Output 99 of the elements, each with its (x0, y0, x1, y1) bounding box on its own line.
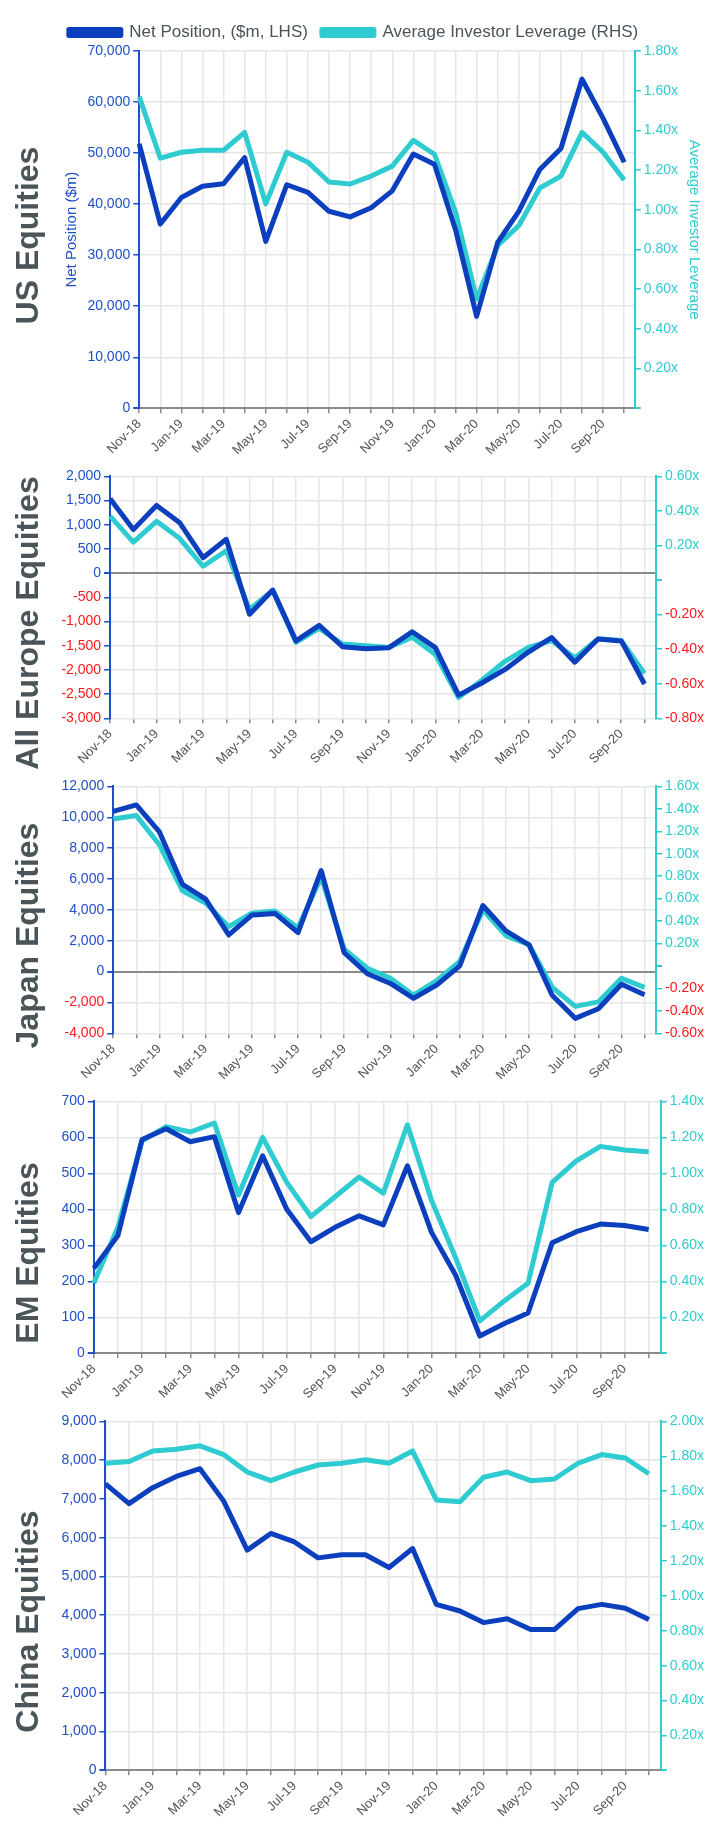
y-tick-label: 600 (61, 1128, 85, 1145)
y2-tick-label: 1.20x (665, 822, 700, 839)
y2-tick-label: 1.20x (643, 160, 678, 177)
text: US Equities (9, 146, 46, 325)
text: EM Equities (9, 1162, 46, 1344)
y2-tick-label: 1.40x (643, 121, 678, 138)
y2-tick-label: 2.00x (669, 1412, 704, 1429)
y-tick-label: 300 (61, 1236, 85, 1253)
y-tick-label: 50,000 (87, 143, 131, 160)
y2-tick-label: 1.40x (669, 1092, 704, 1109)
y-tick-label: 8,000 (61, 1451, 97, 1468)
y2-tick-label: 0.40x (669, 1691, 704, 1708)
y-tick-label: 400 (61, 1200, 85, 1217)
y2-tick-label: 0.80x (669, 1200, 704, 1217)
y-tick-label: 7,000 (61, 1489, 97, 1506)
y-tick-label: -1,500 (61, 636, 102, 653)
y-tick-label: 6,000 (69, 869, 105, 886)
legend-label: Net Position, ($m, LHS) (129, 22, 308, 42)
y2-tick-label: 0.20x (665, 536, 700, 553)
y2-tick-label: 0.20x (669, 1726, 704, 1743)
y-tick-label: 0 (122, 399, 131, 416)
y-tick-label: -2,000 (64, 993, 105, 1010)
y-tick-label: -3,000 (61, 709, 102, 726)
y2-axis-title: Average Investor Leverage (686, 139, 704, 320)
y-tick-label: 10,000 (61, 808, 105, 825)
y2-tick-label: 1.80x (643, 41, 678, 58)
y-tick-label: 1,000 (66, 515, 102, 532)
y-tick-label: 0 (96, 962, 105, 979)
y2-tick-label: 0.40x (669, 1272, 704, 1289)
y-tick-label: 2,000 (66, 467, 102, 484)
y-tick-label: 40,000 (87, 195, 131, 211)
y-tick-label: 3,000 (61, 1644, 97, 1661)
y-tick-label: -4,000 (64, 1024, 105, 1041)
y2-tick-label: 1.00x (643, 200, 678, 217)
y2-tick-label: -0.20x (665, 979, 705, 996)
y2-tick-label: 0.60x (669, 1236, 704, 1253)
y-tick-label: 200 (61, 1272, 85, 1289)
y2-tick-label: 0.40x (665, 911, 700, 928)
y-tick-label: 4,000 (69, 900, 105, 917)
y2-tick-label: 0.60x (665, 467, 700, 484)
y-tick-label: 0 (76, 1344, 85, 1361)
y-tick-label: 1,000 (61, 1722, 97, 1739)
text: China Equities (9, 1510, 46, 1733)
y2-tick-label: 0.80x (643, 240, 678, 257)
y-tick-label: 700 (61, 1092, 85, 1109)
y2-tick-label: 0.60x (643, 280, 678, 297)
y2-tick-label: 0.20x (643, 359, 678, 376)
y2-tick-label: 0.80x (665, 867, 700, 884)
y2-tick-label: 1.00x (669, 1586, 704, 1603)
y2-tick-label: 0.20x (669, 1308, 704, 1325)
y-tick-label: 0 (93, 564, 102, 581)
y2-tick-label: 1.40x (665, 799, 700, 816)
y-tick-label: -2,000 (61, 660, 102, 677)
y2-tick-label: -0.40x (665, 1001, 705, 1018)
y-tick-label: -2,500 (61, 684, 102, 701)
y2-tick-label: 1.20x (669, 1551, 704, 1568)
y2-tick-label: 0.60x (665, 889, 700, 906)
y-tick-label: 70,000 (87, 41, 131, 58)
y2-tick-label: 1.60x (665, 777, 700, 794)
y-tick-label: 1,500 (66, 491, 102, 508)
y2-tick-label: -0.20x (665, 605, 705, 622)
y-tick-label: 2,000 (69, 931, 105, 948)
y2-tick-label: 1.60x (643, 81, 678, 98)
y-tick-label: 6,000 (61, 1528, 97, 1545)
y2-tick-label: 1.20x (669, 1128, 704, 1145)
y-tick-label: -500 (73, 588, 102, 605)
y-tick-label: 500 (61, 1164, 85, 1181)
y2-tick-label: 0.40x (665, 501, 700, 518)
y-tick-label: 20,000 (87, 297, 131, 314)
y2-tick-label: 1.80x (669, 1447, 704, 1464)
y2-tick-label: -0.60x (665, 1024, 705, 1041)
y-tick-label: 10,000 (87, 348, 131, 365)
y-tick-label: 30,000 (87, 246, 131, 263)
y2-tick-label: 0.80x (669, 1621, 704, 1638)
y-tick-label: 9,000 (61, 1412, 97, 1429)
y2-tick-label: 0.60x (669, 1656, 704, 1673)
y-tick-label: 0 (88, 1761, 97, 1778)
y2-tick-label: -0.80x (665, 709, 705, 726)
y2-tick-label: 0.20x (665, 934, 700, 951)
y-tick-label: 12,000 (61, 777, 105, 794)
text: Japan Equities (9, 822, 46, 1049)
y-tick-label: 5,000 (61, 1567, 97, 1584)
y2-tick-label: 1.00x (669, 1164, 704, 1181)
y-tick-label: 2,000 (61, 1683, 97, 1700)
text: All Europe Equities (9, 476, 46, 770)
legend-label: Average Investor Leverage (RHS) (382, 22, 639, 42)
y2-tick-label: 1.00x (665, 844, 700, 861)
y2-tick-label: -0.60x (665, 674, 705, 691)
y2-tick-label: 0.40x (643, 319, 678, 336)
y2-tick-label: -0.40x (665, 640, 705, 657)
y-tick-label: 4,000 (61, 1606, 97, 1623)
y-tick-label: 8,000 (69, 838, 105, 855)
y-axis-title: Net Position ($m) (61, 171, 79, 288)
y-tick-label: 100 (61, 1308, 85, 1325)
y-tick-label: -1,000 (61, 612, 102, 629)
y2-tick-label: 1.40x (669, 1516, 704, 1533)
y-tick-label: 500 (77, 539, 102, 556)
y2-tick-label: 1.60x (669, 1482, 704, 1499)
y-tick-label: 60,000 (87, 92, 131, 109)
